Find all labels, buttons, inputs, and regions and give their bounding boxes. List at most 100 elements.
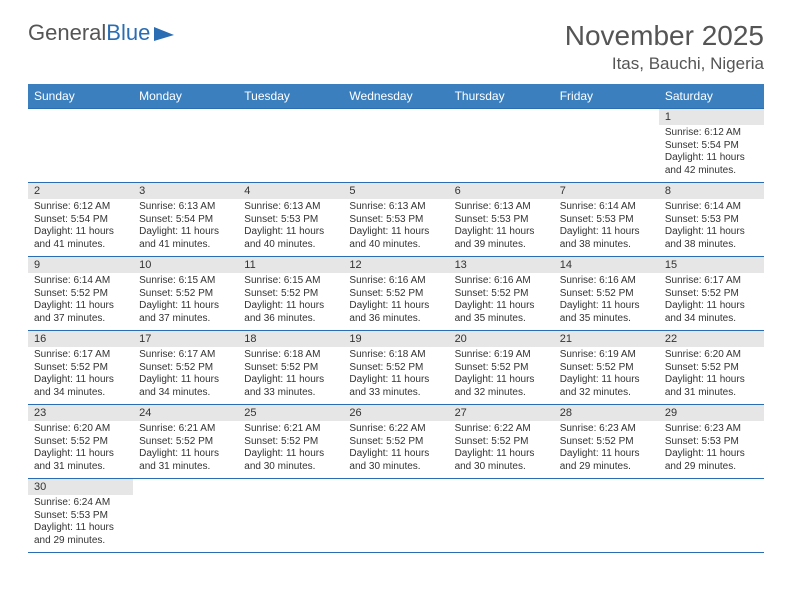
day-number: 9	[28, 257, 133, 273]
location-subtitle: Itas, Bauchi, Nigeria	[565, 54, 764, 74]
empty-cell	[449, 109, 554, 183]
day-details: Sunrise: 6:15 AMSunset: 5:52 PMDaylight:…	[133, 273, 238, 329]
weekday-header: SundayMondayTuesdayWednesdayThursdayFrid…	[28, 84, 764, 109]
day-number: 25	[238, 405, 343, 421]
day-number: 14	[554, 257, 659, 273]
day-cell: 16Sunrise: 6:17 AMSunset: 5:52 PMDayligh…	[28, 331, 133, 405]
logo-text-blue: Blue	[106, 20, 150, 46]
day-number: 26	[343, 405, 448, 421]
day-details: Sunrise: 6:16 AMSunset: 5:52 PMDaylight:…	[449, 273, 554, 329]
day-cell: 28Sunrise: 6:23 AMSunset: 5:52 PMDayligh…	[554, 405, 659, 479]
day-cell: 25Sunrise: 6:21 AMSunset: 5:52 PMDayligh…	[238, 405, 343, 479]
weekday-header-cell: Friday	[554, 84, 659, 109]
day-number: 7	[554, 183, 659, 199]
day-details: Sunrise: 6:21 AMSunset: 5:52 PMDaylight:…	[133, 421, 238, 477]
day-number: 17	[133, 331, 238, 347]
day-details: Sunrise: 6:13 AMSunset: 5:53 PMDaylight:…	[238, 199, 343, 255]
day-number: 1	[659, 109, 764, 125]
day-details: Sunrise: 6:17 AMSunset: 5:52 PMDaylight:…	[133, 347, 238, 403]
day-details: Sunrise: 6:17 AMSunset: 5:52 PMDaylight:…	[28, 347, 133, 403]
day-number: 30	[28, 479, 133, 495]
logo-flag-icon	[154, 25, 176, 41]
empty-cell	[659, 479, 764, 553]
day-details: Sunrise: 6:16 AMSunset: 5:52 PMDaylight:…	[554, 273, 659, 329]
day-details: Sunrise: 6:19 AMSunset: 5:52 PMDaylight:…	[554, 347, 659, 403]
day-number: 13	[449, 257, 554, 273]
day-cell: 30Sunrise: 6:24 AMSunset: 5:53 PMDayligh…	[28, 479, 133, 553]
weekday-header-cell: Monday	[133, 84, 238, 109]
calendar-table: SundayMondayTuesdayWednesdayThursdayFrid…	[28, 84, 764, 553]
logo: GeneralBlue	[28, 20, 176, 46]
empty-cell	[28, 109, 133, 183]
day-cell: 15Sunrise: 6:17 AMSunset: 5:52 PMDayligh…	[659, 257, 764, 331]
calendar-page: GeneralBlue November 2025 Itas, Bauchi, …	[0, 0, 792, 573]
day-cell: 29Sunrise: 6:23 AMSunset: 5:53 PMDayligh…	[659, 405, 764, 479]
weekday-header-cell: Tuesday	[238, 84, 343, 109]
day-number: 20	[449, 331, 554, 347]
day-number: 23	[28, 405, 133, 421]
day-number: 19	[343, 331, 448, 347]
empty-cell	[238, 109, 343, 183]
day-details: Sunrise: 6:22 AMSunset: 5:52 PMDaylight:…	[343, 421, 448, 477]
calendar-row: 30Sunrise: 6:24 AMSunset: 5:53 PMDayligh…	[28, 479, 764, 553]
day-number: 12	[343, 257, 448, 273]
day-cell: 17Sunrise: 6:17 AMSunset: 5:52 PMDayligh…	[133, 331, 238, 405]
day-number: 10	[133, 257, 238, 273]
day-cell: 23Sunrise: 6:20 AMSunset: 5:52 PMDayligh…	[28, 405, 133, 479]
day-details: Sunrise: 6:23 AMSunset: 5:52 PMDaylight:…	[554, 421, 659, 477]
day-details: Sunrise: 6:24 AMSunset: 5:53 PMDaylight:…	[28, 495, 133, 551]
day-details: Sunrise: 6:19 AMSunset: 5:52 PMDaylight:…	[449, 347, 554, 403]
day-cell: 13Sunrise: 6:16 AMSunset: 5:52 PMDayligh…	[449, 257, 554, 331]
day-number: 24	[133, 405, 238, 421]
day-details: Sunrise: 6:23 AMSunset: 5:53 PMDaylight:…	[659, 421, 764, 477]
day-details: Sunrise: 6:15 AMSunset: 5:52 PMDaylight:…	[238, 273, 343, 329]
day-number: 11	[238, 257, 343, 273]
empty-cell	[238, 479, 343, 553]
empty-cell	[449, 479, 554, 553]
day-details: Sunrise: 6:17 AMSunset: 5:52 PMDaylight:…	[659, 273, 764, 329]
day-number: 4	[238, 183, 343, 199]
page-header: GeneralBlue November 2025 Itas, Bauchi, …	[28, 20, 764, 74]
day-number: 8	[659, 183, 764, 199]
day-details: Sunrise: 6:12 AMSunset: 5:54 PMDaylight:…	[28, 199, 133, 255]
calendar-row: 16Sunrise: 6:17 AMSunset: 5:52 PMDayligh…	[28, 331, 764, 405]
day-number: 28	[554, 405, 659, 421]
day-number: 18	[238, 331, 343, 347]
day-cell: 21Sunrise: 6:19 AMSunset: 5:52 PMDayligh…	[554, 331, 659, 405]
day-cell: 20Sunrise: 6:19 AMSunset: 5:52 PMDayligh…	[449, 331, 554, 405]
day-details: Sunrise: 6:13 AMSunset: 5:53 PMDaylight:…	[343, 199, 448, 255]
day-cell: 19Sunrise: 6:18 AMSunset: 5:52 PMDayligh…	[343, 331, 448, 405]
day-cell: 22Sunrise: 6:20 AMSunset: 5:52 PMDayligh…	[659, 331, 764, 405]
day-number: 6	[449, 183, 554, 199]
day-number: 29	[659, 405, 764, 421]
day-cell: 8Sunrise: 6:14 AMSunset: 5:53 PMDaylight…	[659, 183, 764, 257]
day-number: 21	[554, 331, 659, 347]
day-number: 5	[343, 183, 448, 199]
day-cell: 10Sunrise: 6:15 AMSunset: 5:52 PMDayligh…	[133, 257, 238, 331]
day-details: Sunrise: 6:18 AMSunset: 5:52 PMDaylight:…	[343, 347, 448, 403]
day-details: Sunrise: 6:16 AMSunset: 5:52 PMDaylight:…	[343, 273, 448, 329]
day-details: Sunrise: 6:14 AMSunset: 5:52 PMDaylight:…	[28, 273, 133, 329]
day-details: Sunrise: 6:13 AMSunset: 5:53 PMDaylight:…	[449, 199, 554, 255]
calendar-row: 2Sunrise: 6:12 AMSunset: 5:54 PMDaylight…	[28, 183, 764, 257]
day-details: Sunrise: 6:20 AMSunset: 5:52 PMDaylight:…	[659, 347, 764, 403]
day-number: 22	[659, 331, 764, 347]
day-cell: 27Sunrise: 6:22 AMSunset: 5:52 PMDayligh…	[449, 405, 554, 479]
day-details: Sunrise: 6:14 AMSunset: 5:53 PMDaylight:…	[659, 199, 764, 255]
day-cell: 5Sunrise: 6:13 AMSunset: 5:53 PMDaylight…	[343, 183, 448, 257]
day-number: 16	[28, 331, 133, 347]
day-cell: 1Sunrise: 6:12 AMSunset: 5:54 PMDaylight…	[659, 109, 764, 183]
month-title: November 2025	[565, 20, 764, 52]
day-number: 3	[133, 183, 238, 199]
weekday-header-cell: Sunday	[28, 84, 133, 109]
day-details: Sunrise: 6:14 AMSunset: 5:53 PMDaylight:…	[554, 199, 659, 255]
day-cell: 7Sunrise: 6:14 AMSunset: 5:53 PMDaylight…	[554, 183, 659, 257]
weekday-header-cell: Thursday	[449, 84, 554, 109]
title-block: November 2025 Itas, Bauchi, Nigeria	[565, 20, 764, 74]
day-cell: 4Sunrise: 6:13 AMSunset: 5:53 PMDaylight…	[238, 183, 343, 257]
day-cell: 9Sunrise: 6:14 AMSunset: 5:52 PMDaylight…	[28, 257, 133, 331]
day-cell: 2Sunrise: 6:12 AMSunset: 5:54 PMDaylight…	[28, 183, 133, 257]
day-cell: 14Sunrise: 6:16 AMSunset: 5:52 PMDayligh…	[554, 257, 659, 331]
day-number: 15	[659, 257, 764, 273]
calendar-row: 23Sunrise: 6:20 AMSunset: 5:52 PMDayligh…	[28, 405, 764, 479]
